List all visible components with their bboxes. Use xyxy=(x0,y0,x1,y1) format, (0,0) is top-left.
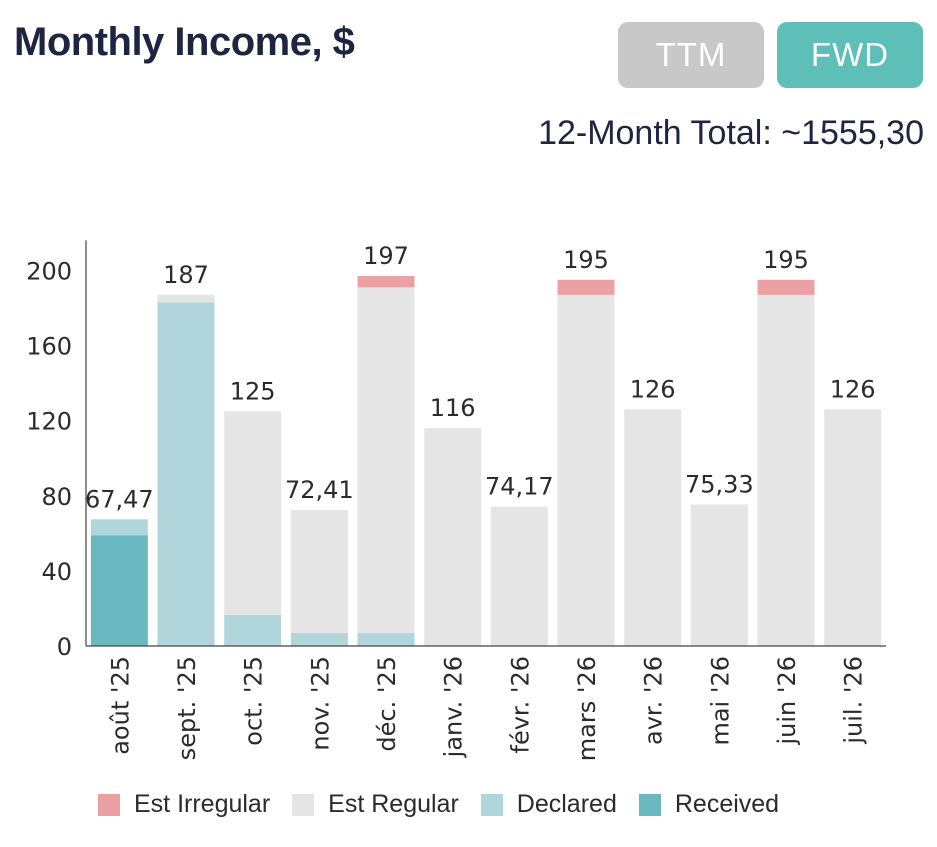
bar-total-label: 195 xyxy=(763,246,809,274)
twelve-month-total: 12-Month Total: ~1555,30 xyxy=(538,114,924,152)
bar-segment-declared xyxy=(90,519,148,536)
bar-total-label: 126 xyxy=(630,375,676,403)
bar-total-label: 72,41 xyxy=(285,476,354,504)
y-tick-label: 160 xyxy=(26,333,72,361)
bar-segment-est-regular xyxy=(290,510,348,633)
y-tick-label: 200 xyxy=(26,257,72,285)
x-tick-label: févr. '26 xyxy=(506,656,534,753)
y-tick-label: 0 xyxy=(57,633,72,661)
legend-swatch-declared xyxy=(480,793,503,816)
legend-swatch-received xyxy=(638,793,661,816)
legend-item-est-irregular[interactable]: Est Irregular xyxy=(98,790,270,819)
chart-legend: Est Irregular Est Regular Declared Recei… xyxy=(98,790,801,819)
bar-segment-declared xyxy=(224,615,282,646)
x-tick-label: oct. '25 xyxy=(240,656,268,746)
y-tick-label: 40 xyxy=(41,558,72,586)
bar-segment-declared xyxy=(157,302,215,646)
legend-label-est-irregular: Est Irregular xyxy=(134,790,271,818)
fwd-toggle-button[interactable]: FWD xyxy=(777,22,923,88)
bar-total-label: 187 xyxy=(163,261,209,289)
bar-total-label: 67,47 xyxy=(85,485,154,513)
bar-segment-est-regular xyxy=(490,506,548,646)
y-tick-label: 120 xyxy=(26,408,72,436)
bar-total-label: 116 xyxy=(430,394,476,422)
page-title: Monthly Income, $ xyxy=(14,20,355,64)
bar-total-label: 197 xyxy=(363,242,409,270)
legend-label-declared: Declared xyxy=(516,790,617,818)
bar-total-label: 125 xyxy=(230,377,276,405)
y-tick-label: 80 xyxy=(41,483,72,511)
bar-segment-est-irregular xyxy=(557,279,615,295)
x-tick-label: déc. '25 xyxy=(373,656,401,752)
x-tick-label: avr. '26 xyxy=(640,656,668,745)
bar-segment-est-regular xyxy=(557,294,615,646)
bar-segment-est-regular xyxy=(624,409,682,646)
bar-segment-est-regular xyxy=(757,294,815,646)
legend-swatch-est-regular xyxy=(292,793,315,816)
x-tick-label: janv. '26 xyxy=(440,656,468,758)
bar-segment-est-regular xyxy=(824,409,882,646)
bar-total-label: 74,17 xyxy=(485,473,554,501)
legend-swatch-est-irregular xyxy=(98,793,120,816)
bar-segment-est-irregular xyxy=(357,276,415,288)
monthly-income-chart: 0 40 80 120 160 200 67,47 août '25 187 sept. '25 1… xyxy=(26,240,886,761)
bar-segment-est-regular xyxy=(690,504,748,646)
legend-label-est-regular: Est Regular xyxy=(328,790,459,818)
bar-segment-declared xyxy=(357,632,415,646)
legend-item-declared[interactable]: Declared xyxy=(480,790,617,819)
bar-segment-est-regular xyxy=(357,287,415,633)
legend-item-est-regular[interactable]: Est Regular xyxy=(292,790,459,819)
bar-segment-received xyxy=(90,535,148,646)
x-tick-label: mai '26 xyxy=(706,656,734,746)
bar-segment-est-regular xyxy=(157,294,215,303)
bar-total-label: 195 xyxy=(563,246,609,274)
bar-total-label: 75,33 xyxy=(685,471,754,499)
x-tick-label: août '25 xyxy=(106,656,134,755)
bar-segment-declared xyxy=(290,632,348,646)
legend-item-received[interactable]: Received xyxy=(638,790,780,819)
bar-segment-est-regular xyxy=(424,428,482,646)
legend-label-received: Received xyxy=(674,790,780,818)
bar-total-label: 126 xyxy=(830,375,876,403)
bar-segment-est-regular xyxy=(224,411,282,616)
ttm-toggle-button[interactable]: TTM xyxy=(618,22,764,88)
bar-segment-est-irregular xyxy=(757,279,815,295)
x-tick-label: juin '26 xyxy=(773,656,801,746)
x-tick-label: mars '26 xyxy=(573,656,601,761)
x-tick-label: sept. '25 xyxy=(173,656,201,760)
x-tick-label: juil. '26 xyxy=(840,656,868,745)
x-tick-label: nov. '25 xyxy=(306,656,334,751)
